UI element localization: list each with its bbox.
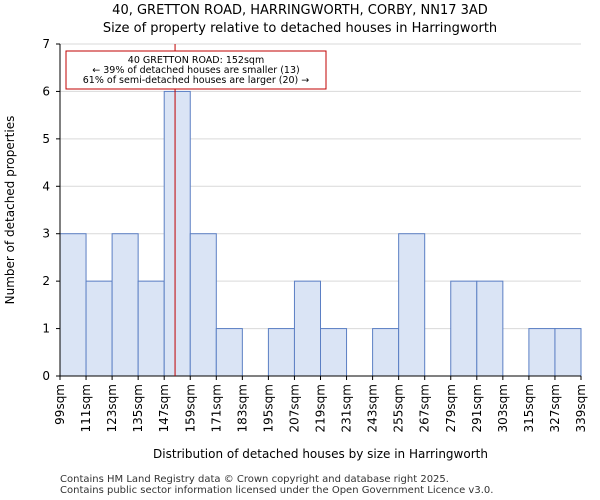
bar [554, 328, 582, 377]
x-tick-label: 327sqm [548, 384, 562, 432]
bar [189, 233, 217, 377]
bar [59, 233, 87, 377]
bar [398, 233, 426, 377]
y-tick-label: 3 [42, 227, 50, 241]
y-tick-label: 0 [42, 369, 50, 383]
x-tick-label: 243sqm [366, 384, 380, 432]
y-tick-label: 4 [42, 179, 50, 193]
x-tick-label: 147sqm [157, 384, 171, 432]
x-tick-label: 267sqm [418, 384, 432, 432]
bar [215, 328, 243, 377]
x-tick-label: 111sqm [79, 384, 93, 432]
bar [267, 328, 295, 377]
y-tick-label: 7 [42, 37, 50, 51]
chart-subtitle: Size of property relative to detached ho… [102, 21, 498, 36]
annotation-line1: 40 GRETTON ROAD: 152sqm [128, 55, 264, 66]
bar [163, 90, 191, 377]
x-tick-label: 231sqm [340, 384, 354, 432]
x-tick-label: 159sqm [183, 384, 197, 432]
bar [450, 280, 478, 377]
y-tick-label: 1 [42, 322, 50, 336]
annotation-line2: ← 39% of detached houses are smaller (13… [92, 65, 299, 76]
x-tick-label: 195sqm [261, 384, 275, 432]
x-tick-label: 123sqm [105, 384, 119, 432]
x-tick-label: 99sqm [53, 384, 67, 425]
bar [372, 328, 400, 377]
bar [293, 280, 322, 377]
x-tick-label: 303sqm [496, 384, 510, 432]
y-tick-label: 5 [42, 132, 50, 146]
x-tick-label: 219sqm [314, 384, 328, 432]
footer-copyright: Contains HM Land Registry data © Crown c… [60, 474, 449, 485]
y-tick-label: 6 [42, 84, 50, 98]
x-tick-label: 291sqm [470, 384, 484, 432]
x-tick-label: 339sqm [574, 384, 588, 432]
bar [85, 280, 113, 377]
bar [137, 280, 165, 377]
x-axis-label: Distribution of detached houses by size … [153, 447, 488, 461]
y-tick-label: 2 [42, 274, 50, 288]
footer-licence: Contains public sector information licen… [60, 485, 494, 496]
annotation-box [65, 50, 327, 90]
y-axis-label: Number of detached properties [3, 116, 17, 305]
x-tick-label: 279sqm [444, 384, 458, 432]
x-tick-label: 315sqm [522, 384, 536, 432]
x-tick-label: 171sqm [209, 384, 223, 432]
x-tick-label: 135sqm [131, 384, 145, 432]
bar [320, 328, 348, 377]
bar [111, 233, 139, 377]
x-tick-label: 183sqm [235, 384, 249, 432]
bar [476, 280, 504, 377]
chart-title: 40, GRETTON ROAD, HARRINGWORTH, CORBY, N… [112, 3, 488, 18]
x-tick-label: 207sqm [287, 384, 301, 432]
annotation-line3: 61% of semi-detached houses are larger (… [83, 75, 310, 86]
bar [528, 328, 556, 377]
x-tick-label: 255sqm [392, 384, 406, 432]
